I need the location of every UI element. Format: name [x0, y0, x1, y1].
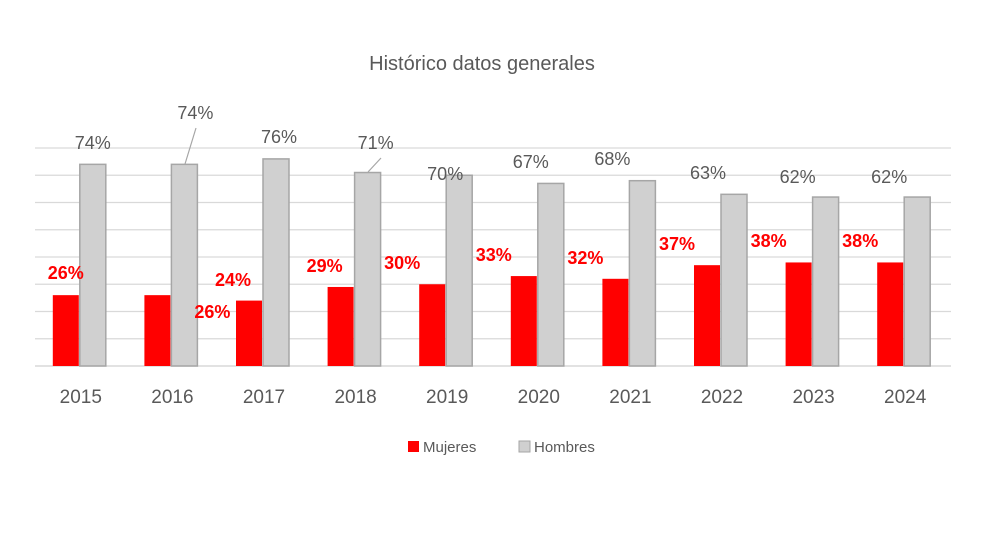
bar-hombres-2019: [445, 174, 473, 367]
bar-mujeres-2016: [144, 295, 171, 366]
leader-lines: [184, 127, 382, 173]
data-label-mujeres-2024: 38%: [842, 231, 878, 251]
bar-mujeres-2015: [52, 295, 79, 366]
data-label-mujeres-2017: 24%: [215, 270, 251, 290]
bar-hombres-2020: [537, 182, 565, 367]
legend: Mujeres Hombres: [408, 439, 595, 456]
bar-mujeres-2019: [419, 284, 446, 366]
data-label-hombres-2017: 76%: [261, 127, 297, 147]
legend-swatch-hombres: [518, 440, 531, 453]
data-label-mujeres-2023: 38%: [751, 231, 787, 251]
data-label-hombres-2021: 68%: [594, 149, 630, 169]
bar-mujeres-2024: [877, 262, 904, 366]
data-label-mujeres-2020: 33%: [476, 245, 512, 265]
x-tick-label: 2018: [334, 387, 376, 408]
x-tick-label: 2024: [884, 387, 927, 408]
bar-mujeres-2020: [510, 276, 537, 366]
data-label-hombres-2016: 74%: [177, 103, 213, 123]
bar-mujeres-2021: [602, 278, 629, 366]
x-tick-label: 2016: [151, 387, 193, 408]
data-label-hombres-2023: 62%: [780, 167, 816, 187]
x-tick-label: 2022: [701, 387, 743, 408]
data-label-hombres-2022: 63%: [690, 163, 726, 183]
data-label-mujeres-2018: 29%: [307, 256, 343, 276]
bar-hombres-2021: [628, 179, 657, 367]
bars: [52, 158, 931, 367]
legend-swatch-mujeres: [408, 441, 419, 452]
x-tick-label: 2023: [792, 387, 834, 408]
leader-line: [367, 157, 382, 173]
bar-hombres-2017: [262, 158, 290, 367]
x-tick-label: 2021: [609, 387, 651, 408]
bar-mujeres-2018: [327, 286, 354, 366]
bar-mujeres-2017: [236, 300, 262, 366]
data-label-hombres-2024: 62%: [871, 167, 907, 187]
data-label-hombres-2015: 74%: [75, 133, 111, 153]
data-label-hombres-2019: 70%: [427, 164, 463, 184]
x-axis-labels: 2015 2016 2017 2018 2019 2020 2021 2022 2023 2024: [60, 387, 927, 408]
bar-hombres-2024: [903, 196, 931, 367]
data-label-mujeres-2015: 26%: [48, 263, 84, 283]
bar-mujeres-2023: [785, 262, 812, 366]
x-tick-label: 2015: [60, 387, 102, 408]
data-label-mujeres-2022: 37%: [659, 234, 695, 254]
chart-title: Histórico datos generales: [369, 53, 595, 75]
data-label-hombres-2020: 67%: [513, 152, 549, 172]
x-tick-label: 2020: [518, 387, 560, 408]
data-label-mujeres-2021: 32%: [567, 248, 603, 268]
bar-mujeres-2022: [694, 265, 720, 366]
bar-hombres-2016: [170, 163, 199, 367]
leader-line: [184, 127, 197, 165]
data-label-mujeres-2019: 30%: [384, 253, 420, 273]
bar-hombres-2022: [720, 193, 748, 367]
bar-hombres-2018: [353, 171, 382, 367]
legend-label-mujeres: Mujeres: [423, 439, 476, 456]
bar-hombres-2015: [79, 163, 107, 367]
bar-hombres-2023: [811, 196, 840, 367]
data-label-hombres-2018: 71%: [358, 133, 394, 153]
legend-label-hombres: Hombres: [534, 439, 595, 456]
data-labels: 26% 74% 26% 74% 24% 76% 29% 71% 30% 70% 33% 67% 32% 6…: [48, 103, 907, 322]
x-tick-label: 2017: [243, 387, 285, 408]
data-label-mujeres-2016: 26%: [194, 302, 230, 322]
x-tick-label: 2019: [426, 387, 468, 408]
